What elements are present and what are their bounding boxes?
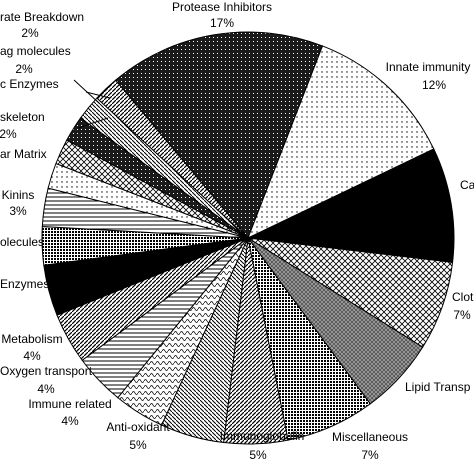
leader-line	[85, 91, 111, 99]
slice-label: Kinins	[2, 188, 35, 202]
slice-value-label: 5%	[129, 438, 147, 452]
slice-label: ar Matrix	[0, 147, 47, 161]
slice-value-label: 7%	[453, 308, 471, 322]
slice-value-label: 2%	[15, 62, 33, 76]
slice-value-label: 4%	[61, 414, 79, 428]
slice-label: Immunoglobulin	[220, 429, 305, 443]
slice-label: Oxygen transport	[0, 364, 93, 378]
slice-label: Clot	[452, 290, 474, 304]
slice-label: Anti-oxidant	[106, 420, 170, 434]
slice-value-label: 7%	[361, 448, 379, 462]
slice-value-label: 2%	[0, 127, 17, 141]
pie-slice	[114, 31, 324, 239]
slice-label: Protease Inhibitors	[172, 0, 272, 14]
slice-label: Innate immunity	[386, 60, 471, 74]
slice-value-label: 4%	[37, 382, 55, 396]
slice-label: c Enzymes	[0, 77, 59, 91]
slice-label: Lipid Transp	[405, 380, 471, 394]
slice-label: Ca	[460, 178, 474, 192]
pie	[41, 31, 455, 445]
slice-value-label: 12%	[422, 78, 446, 92]
slice-label: olecules	[0, 235, 44, 249]
slice-value-label: 5%	[249, 448, 267, 462]
slice-label: Enzymes	[0, 277, 49, 291]
slice-label: rate Breakdown	[0, 10, 84, 24]
pie-slice	[96, 79, 249, 239]
pie-slice	[246, 148, 455, 263]
leader-line	[77, 117, 109, 129]
slice-value-label: 2%	[21, 26, 39, 40]
slice-value-label: 17%	[210, 16, 234, 30]
slice-value-label: 3%	[9, 204, 27, 218]
pie-slice	[247, 45, 435, 239]
slice-value-label: 4%	[23, 349, 41, 363]
slice-label: Miscellaneous	[332, 430, 408, 444]
slice-label: Immune related	[28, 397, 111, 411]
slice-label: Metabolism	[1, 332, 62, 346]
slice-label: skeleton	[0, 110, 45, 124]
slice-label: ag molecules	[0, 44, 71, 58]
